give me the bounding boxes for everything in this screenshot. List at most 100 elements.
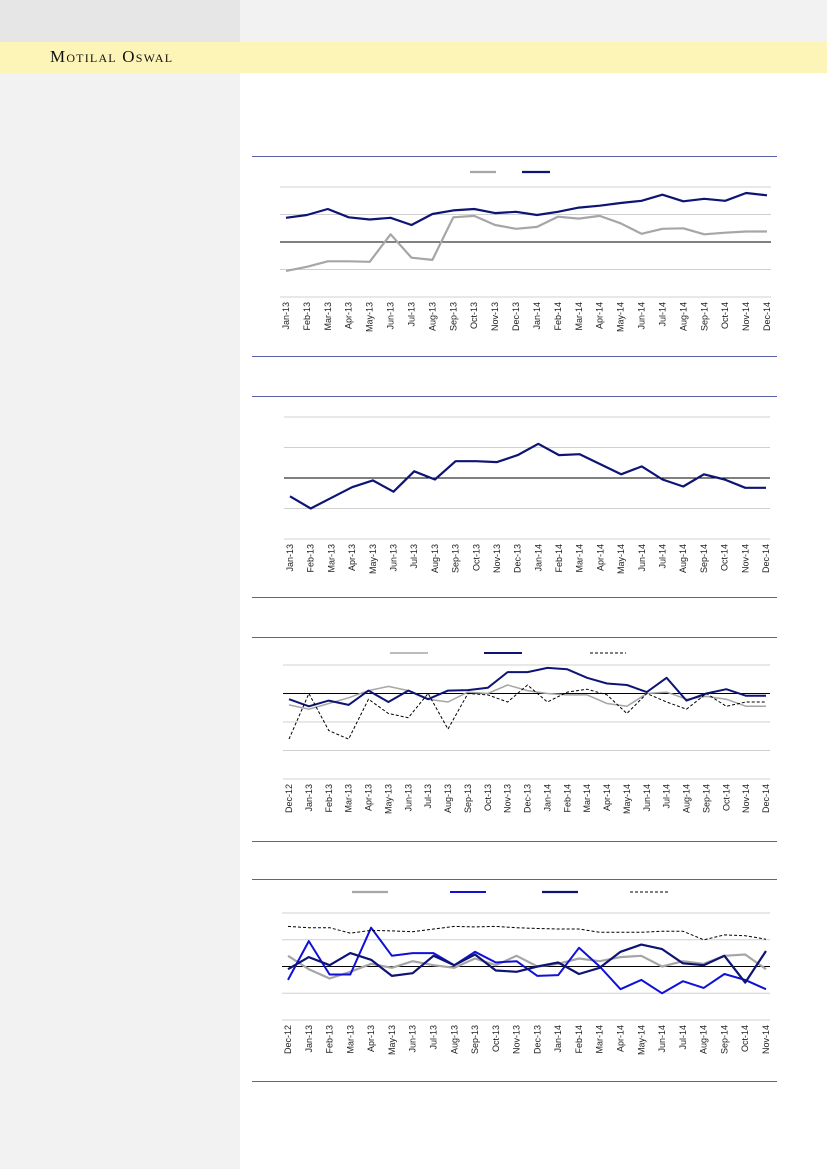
x-tick-label: Oct-13	[483, 784, 493, 811]
x-tick-label: Oct-13	[491, 1025, 501, 1052]
x-tick-label: Jul-13	[409, 544, 419, 569]
chart-3-top-rule	[252, 637, 777, 638]
x-tick-label: Jan-14	[532, 302, 542, 330]
x-tick-label: May-13	[383, 784, 393, 814]
series-1-line	[285, 214, 767, 272]
x-tick-label: Jun-14	[637, 544, 647, 572]
x-tick-label: Oct-14	[720, 544, 730, 571]
x-tick-label: Mar-14	[574, 302, 584, 331]
x-tick-label: Apr-14	[595, 302, 605, 329]
x-tick-label: Aug-14	[678, 302, 688, 331]
x-tick-label: Sep-13	[448, 302, 458, 331]
x-tick-label: Feb-13	[324, 784, 334, 813]
x-tick-label: Dec-14	[761, 544, 771, 573]
chart-1: Jan-13 Feb-13 Mar-13 Apr-13 May-13 Jun-13 Jul-…	[280, 170, 772, 332]
x-tick-label: May-14	[616, 544, 626, 574]
x-tick-label: Apr-14	[602, 784, 612, 811]
x-tick-label: Mar-13	[345, 1025, 355, 1054]
x-tick-label: May-13	[368, 544, 378, 574]
x-tick-label: Jan-13	[281, 302, 291, 330]
chart-2-top-rule	[252, 396, 777, 397]
x-tick-label: Jan-14	[553, 1025, 563, 1053]
x-tick-label: Aug-14	[699, 1025, 709, 1054]
x-tick-label: Nov-14	[741, 302, 751, 331]
x-tick-label: Feb-13	[325, 1025, 335, 1054]
x-tick-label: Aug-13	[427, 302, 437, 331]
x-tick-label: Jul-14	[678, 1025, 688, 1050]
x-tick-label: Dec-12	[284, 784, 294, 813]
x-tick-label: Sep-14	[699, 302, 709, 331]
x-tick-label: Sep-14	[701, 784, 711, 813]
chart-2: Jan-13 Feb-13 Mar-13 Apr-13 May-13 Jun-13 Jul-…	[284, 416, 771, 574]
x-tick-label: Mar-13	[344, 784, 354, 813]
chart-4-bottom-rule	[252, 1081, 777, 1082]
x-tick-label: Feb-14	[553, 302, 563, 331]
x-tick-label: Jul-13	[423, 784, 433, 809]
series-3-line	[288, 684, 766, 740]
x-tick-label: Sep-13	[463, 784, 473, 813]
x-tick-label: Dec-13	[511, 302, 521, 331]
x-tick-label: Jul-14	[658, 544, 668, 569]
x-tick-label: Dec-13	[532, 1025, 542, 1054]
x-tick-label: May-13	[365, 302, 375, 332]
x-tick-label: Oct-13	[469, 302, 479, 329]
x-tick-label: Dec-13	[523, 784, 533, 813]
x-tick-label: Jan-13	[304, 784, 314, 812]
x-tick-label: Jul-13	[406, 302, 416, 327]
series-1-line	[289, 442, 766, 510]
x-tick-label: Oct-14	[720, 302, 730, 329]
x-tick-label: Aug-13	[430, 544, 440, 573]
x-tick-label: Sep-14	[719, 1025, 729, 1054]
x-tick-label: Jul-13	[428, 1025, 438, 1050]
x-tick-label: Apr-14	[616, 1025, 626, 1052]
chart-1-bottom-rule	[252, 356, 777, 357]
x-tick-label: Aug-13	[449, 1025, 459, 1054]
header-gray-block	[0, 0, 240, 42]
chart-1-top-rule	[252, 156, 777, 157]
x-tick-label: Apr-13	[366, 1025, 376, 1052]
x-tick-label: May-14	[636, 1025, 646, 1055]
x-tick-label: Nov-13	[512, 1025, 522, 1054]
x-tick-label: Feb-13	[306, 544, 316, 573]
x-tick-label: Jul-14	[657, 302, 667, 327]
series-1-line	[287, 953, 767, 980]
x-tick-label: Feb-13	[302, 302, 312, 331]
x-tick-label: Dec-14	[761, 784, 771, 813]
x-tick-label: Aug-13	[443, 784, 453, 813]
x-tick-label: Feb-14	[554, 544, 564, 573]
series-2-line	[288, 666, 766, 708]
chart-3-bottom-rule	[252, 841, 777, 842]
x-tick-label: Jun-13	[403, 784, 413, 812]
x-tick-label: Nov-14	[761, 1025, 771, 1054]
x-tick-label: May-13	[387, 1025, 397, 1055]
chart-3: Dec-12 Jan-13 Feb-13 Mar-13 Apr-13 May-13 Jun-…	[283, 652, 771, 814]
series-2-line	[285, 191, 768, 227]
x-tick-label: Nov-13	[492, 544, 502, 573]
x-tick-label: Mar-13	[323, 302, 333, 331]
brand-logo-text: Motilal Oswal	[50, 47, 174, 66]
x-tick-label: Jun-13	[388, 544, 398, 572]
x-tick-label: Jun-13	[386, 302, 396, 330]
x-tick-label: Oct-14	[740, 1025, 750, 1052]
x-tick-label: Dec-13	[513, 544, 523, 573]
x-tick-label: May-14	[622, 784, 632, 814]
x-tick-label: Nov-14	[740, 544, 750, 573]
header-strip	[240, 0, 827, 42]
chart-4-top-rule	[252, 879, 777, 880]
x-tick-label: Jan-14	[533, 544, 543, 572]
x-tick-label: Dec-14	[762, 302, 772, 331]
x-tick-label: Mar-14	[595, 1025, 605, 1054]
x-tick-label: Mar-13	[326, 544, 336, 573]
x-tick-label: Apr-14	[595, 544, 605, 571]
x-tick-label: Aug-14	[678, 544, 688, 573]
x-tick-label: Jun-14	[637, 302, 647, 330]
x-tick-label: Nov-14	[741, 784, 751, 813]
x-tick-label: Jan-14	[542, 784, 552, 812]
x-tick-label: Mar-14	[575, 544, 585, 573]
series-4-line	[287, 925, 767, 941]
x-tick-label: Nov-13	[490, 302, 500, 331]
x-tick-label: Mar-14	[582, 784, 592, 813]
x-tick-label: Sep-13	[451, 544, 461, 573]
x-tick-label: Jun-14	[657, 1025, 667, 1053]
x-tick-label: Oct-13	[471, 544, 481, 571]
